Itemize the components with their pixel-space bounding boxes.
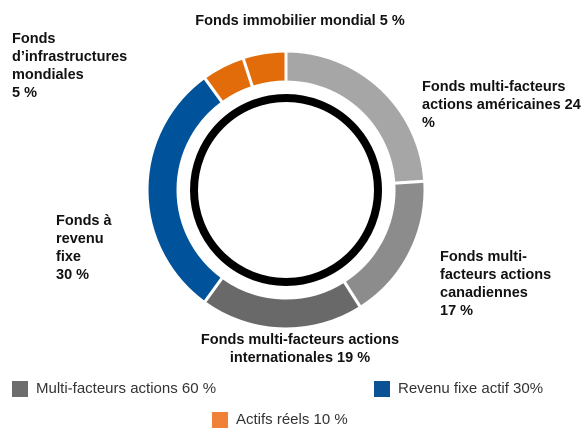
legend-item: Multi-facteurs actions 60 % — [12, 380, 216, 397]
donut-segment — [241, 49, 288, 90]
segment-label: Fonds multi-facteurs actions américaines… — [422, 78, 582, 132]
category-name: Fonds d’infrastructures mondiales — [12, 31, 128, 83]
legend-swatch — [12, 380, 28, 397]
value-label: 19 % — [337, 350, 371, 366]
category-name: Fonds multi-facteurs actions américaines — [422, 79, 566, 113]
legend-label: Revenu fixe actif 30% — [398, 380, 544, 397]
category-name: Fonds multi-facteurs actions internation… — [200, 332, 400, 366]
legend-label: Actifs réels 10 % — [236, 411, 348, 428]
segment-label: Fonds multi-facteurs actions internation… — [170, 331, 430, 367]
segment-label: Fonds immobilier mondial 5 % — [150, 12, 450, 30]
value-label: 5 % — [12, 85, 37, 101]
category-name: Fonds immobilier mondial — [195, 13, 376, 29]
legend-swatch — [374, 380, 390, 397]
donut-segment — [284, 49, 427, 185]
segment-label: Fonds à revenu fixe 30 % — [56, 212, 126, 284]
value-label: 5 % — [379, 13, 405, 29]
legend-swatch — [212, 411, 228, 428]
category-name: Fonds à revenu fixe — [56, 213, 112, 265]
segment-label: Fonds d’infrastructures mondiales 5 % — [12, 30, 162, 102]
donut-segment — [145, 75, 225, 305]
category-name: Fonds multi-facteurs actions canadiennes — [440, 249, 552, 301]
legend-item: Actifs réels 10 % — [212, 411, 348, 428]
legend-label: Multi-facteurs actions 60 % — [36, 380, 217, 397]
value-label: 24 % — [422, 97, 581, 131]
value-label: 17 % — [440, 303, 474, 319]
value-label: 30 % — [56, 267, 90, 283]
inner-ring — [190, 94, 382, 286]
segment-label: Fonds multi-facteurs actions canadiennes… — [440, 248, 580, 320]
legend-item: Revenu fixe actif 30% — [374, 380, 543, 397]
